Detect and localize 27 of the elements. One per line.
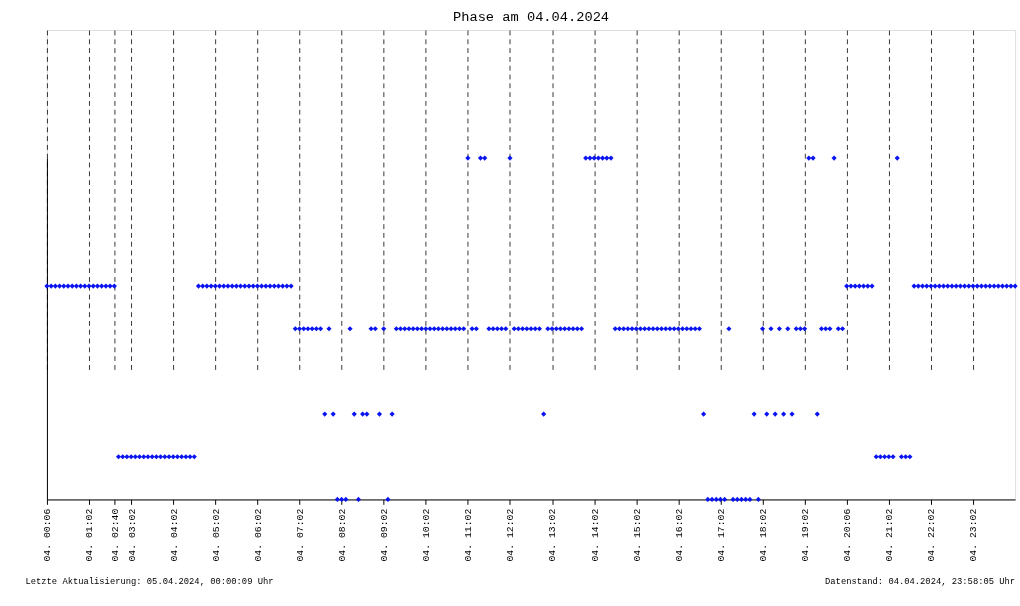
chart-title: Phase am 04.04.2024 [452, 10, 610, 26]
x-tick-label: 04. 08:02 [337, 508, 349, 562]
x-tick-label: 04. 13:02 [547, 508, 559, 562]
x-tick-label: 04. 10:02 [421, 508, 433, 562]
x-tick-label: 04. 12:02 [505, 508, 517, 562]
x-tick-label: 04. 21:02 [884, 508, 896, 562]
x-tick-label: 04. 02:40 [109, 508, 121, 562]
x-tick-label: 04. 17:02 [715, 508, 727, 562]
x-tick-label: 04. 14:02 [589, 508, 601, 562]
x-tick-label: 04. 20:06 [842, 508, 854, 562]
x-tick-label: 04. 22:02 [926, 508, 938, 562]
x-tick-label: 04. 18:02 [757, 508, 769, 562]
x-tick-label: 04. 16:02 [673, 508, 685, 562]
x-tick-label: 04. 11:02 [463, 508, 475, 562]
x-tick-label: 04. 03:02 [126, 508, 138, 562]
x-tick-label: 04. 15:02 [631, 508, 643, 562]
x-tick-label: 04. 23:02 [968, 508, 980, 562]
x-tick-label: 04. 04:02 [168, 508, 180, 562]
x-tick-label: 04. 00:06 [42, 508, 54, 562]
x-tick-label: 04. 09:02 [379, 508, 391, 562]
x-tick-label: 04. 05:02 [210, 508, 222, 562]
x-tick-label: 04. 06:02 [252, 508, 264, 562]
x-tick-label: 04. 07:02 [294, 508, 306, 562]
text: Datenstand: 04.04.2024, 23:58:05 Uhr [825, 576, 1016, 587]
x-tick-label: 04. 01:02 [84, 508, 96, 562]
x-tick-label: 04. 19:02 [800, 508, 812, 562]
text: Letzte Aktualisierung: 05.04.2024, 00:00:09 Uhr [25, 576, 274, 587]
